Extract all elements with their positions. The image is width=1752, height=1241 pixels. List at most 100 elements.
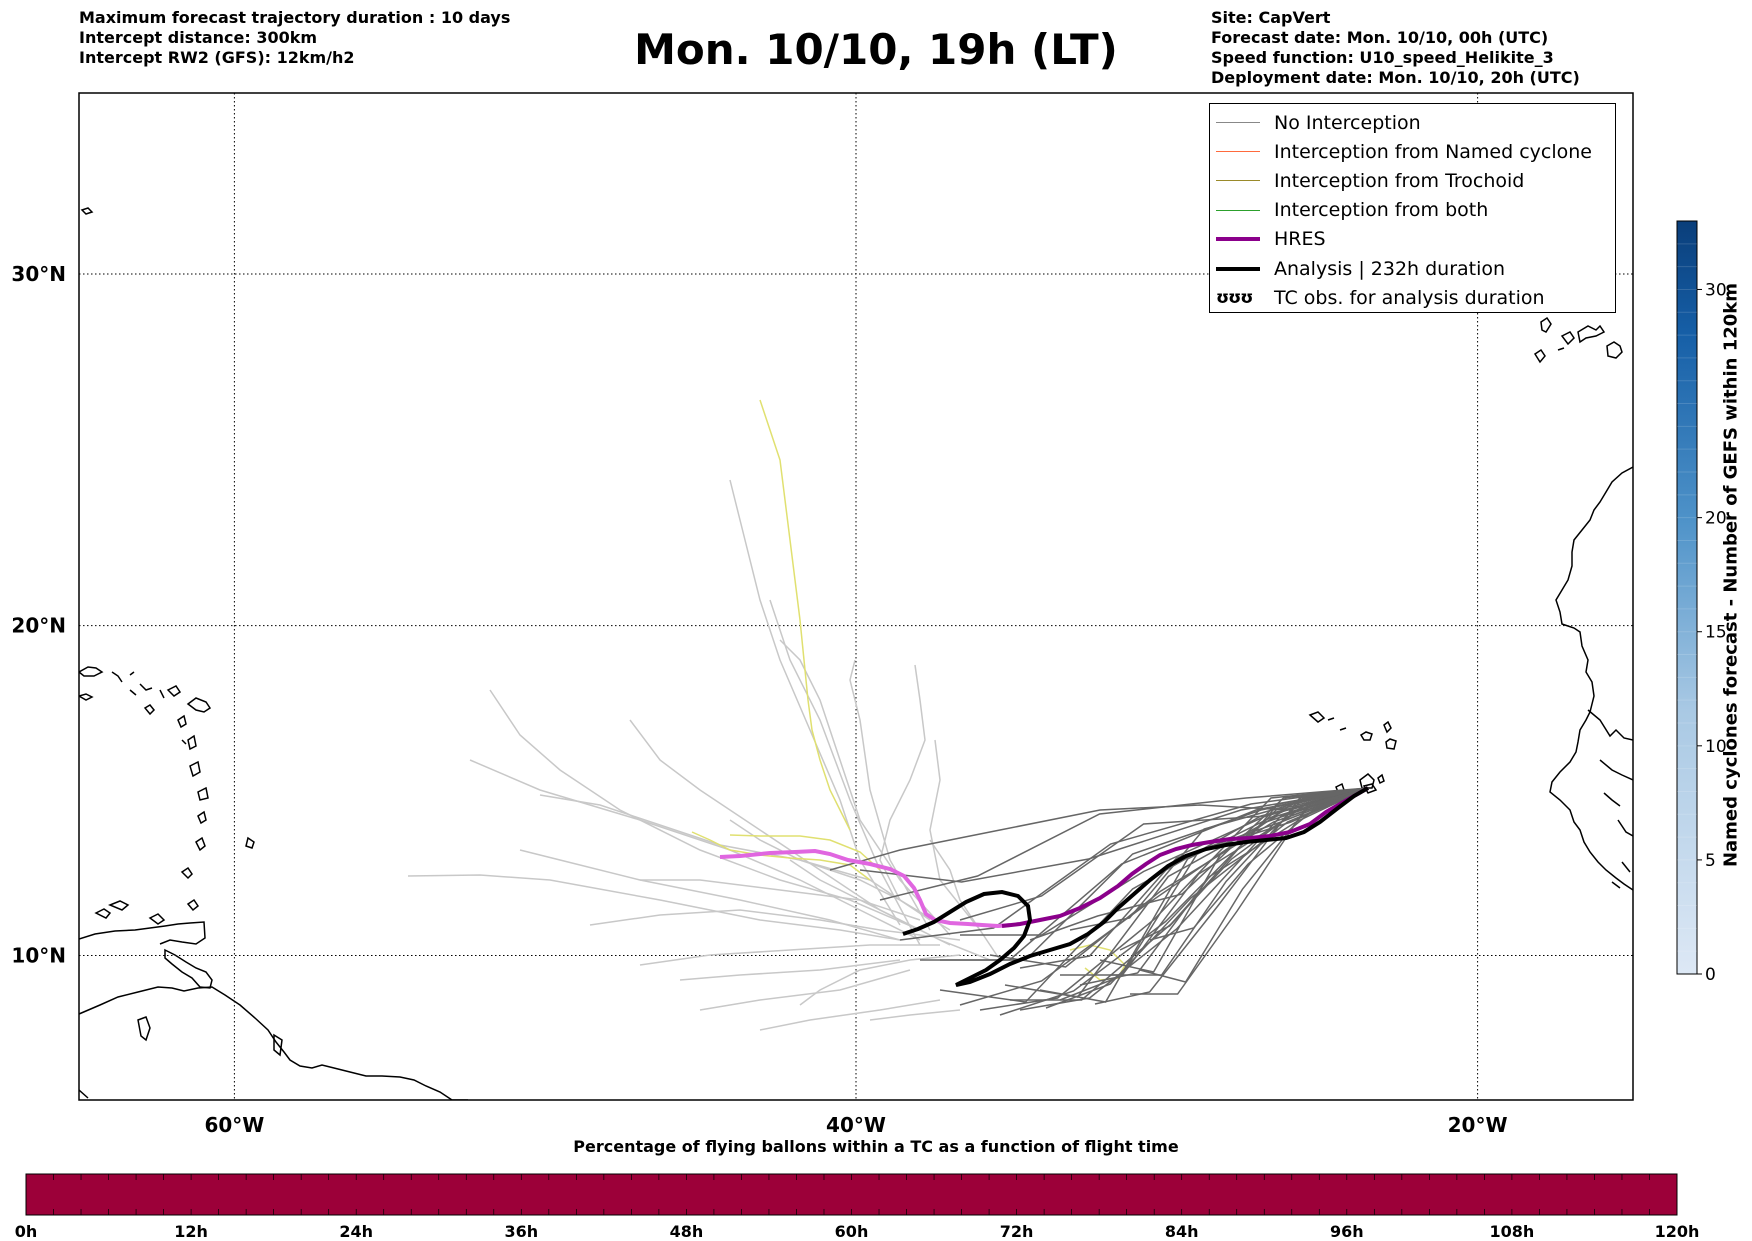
map-frame bbox=[78, 92, 1634, 1101]
flight-time-tick-label: 72h bbox=[1000, 1222, 1034, 1241]
ensemble-trajectory bbox=[859, 787, 1369, 883]
legend-item-both: Interception from both bbox=[1210, 196, 1615, 225]
ensemble-trajectory bbox=[779, 639, 951, 936]
colorbar-tick-label: 10 bbox=[1705, 737, 1727, 757]
legend-item-trochoid: Interception from Trochoid bbox=[1210, 166, 1615, 195]
flight-time-tick-label: 84h bbox=[1165, 1222, 1199, 1241]
param-intercept-rw2: Intercept RW2 (GFS): 12km/h2 bbox=[79, 48, 355, 67]
ensemble-trajectory bbox=[407, 874, 901, 941]
coastlines bbox=[79, 207, 1633, 1100]
ensemble-trajectory bbox=[640, 879, 921, 921]
latitude-labels: 30°N 20°N 10°N bbox=[11, 262, 66, 968]
longitude-labels: 60°W 40°W 20°W bbox=[204, 1113, 1507, 1137]
legend-swatch bbox=[1216, 180, 1260, 182]
legend-label: Interception from Named cyclone bbox=[1274, 140, 1592, 163]
lon-tick-label: 60°W bbox=[204, 1113, 264, 1137]
legend-swatch bbox=[1216, 209, 1260, 211]
ensemble-trajectory bbox=[759, 999, 941, 1031]
flight-time-tick-label: 0h bbox=[15, 1222, 38, 1241]
legend-swatch bbox=[1216, 266, 1260, 271]
flight-time-colorbar-fill bbox=[25, 1173, 1678, 1216]
flight-time-tick-label: 108h bbox=[1490, 1222, 1535, 1241]
flight-time-tick-label: 96h bbox=[1330, 1222, 1364, 1241]
ensemble-trajectory bbox=[769, 599, 921, 946]
site-name: Site: CapVert bbox=[1211, 8, 1331, 27]
ensemble-trajectory bbox=[979, 787, 1369, 1011]
param-intercept-distance: Intercept distance: 300km bbox=[79, 28, 318, 47]
legend-label: HRES bbox=[1274, 228, 1326, 251]
ensemble-trajectory bbox=[589, 909, 961, 941]
lat-tick-label: 10°N bbox=[11, 943, 66, 967]
ensemble-trajectory bbox=[869, 1009, 961, 1021]
forecast-date: Forecast date: Mon. 10/10, 00h (UTC) bbox=[1211, 28, 1549, 47]
flight-time-tick-label: 48h bbox=[670, 1222, 704, 1241]
legend-label: TC obs. for analysis duration bbox=[1274, 286, 1545, 309]
lon-tick-label: 20°W bbox=[1448, 1113, 1508, 1137]
param-max-duration: Maximum forecast trajectory duration : 1… bbox=[79, 8, 511, 27]
site-info: Site: CapVert Forecast date: Mon. 10/10,… bbox=[1211, 8, 1580, 88]
named-cyclones-colorbar: 0 5 10 15 20 30 bbox=[1676, 220, 1727, 985]
ensemble-trajectory bbox=[729, 834, 881, 871]
no-interception-trajectories bbox=[829, 787, 1369, 1016]
ensemble-trajectory bbox=[929, 839, 1001, 961]
ensemble-trajectory bbox=[829, 787, 1369, 871]
ensemble-trajectory bbox=[999, 787, 1369, 1016]
legend-label: Analysis | 232h duration bbox=[1274, 257, 1506, 280]
ensemble-trajectory bbox=[699, 969, 911, 1011]
ensemble-trajectory bbox=[639, 944, 940, 966]
ensemble-trajectory bbox=[929, 739, 981, 931]
colorbar-tick-label: 20 bbox=[1705, 509, 1727, 529]
legend-item-hres: HRES bbox=[1210, 225, 1615, 254]
flight-time-colorbar: 0h 12h 24h 36h 48h 60h 72h 84h 96h 108h 120h bbox=[15, 1173, 1700, 1241]
page-title: Mon. 10/10, 19h (LT) bbox=[634, 25, 1118, 74]
ensemble-trajectory bbox=[679, 959, 901, 981]
ensemble-trajectory bbox=[789, 859, 991, 961]
ensemble-trajectory bbox=[799, 954, 961, 1006]
legend-item-no-interception: No Interception bbox=[1210, 108, 1615, 137]
ensemble-trajectory bbox=[899, 787, 1369, 941]
colorbar-tick-label: 5 bbox=[1705, 851, 1716, 871]
forecast-parameters: Maximum forecast trajectory duration : 1… bbox=[79, 8, 510, 68]
legend-swatch bbox=[1216, 151, 1260, 153]
colorbar-tick-label: 15 bbox=[1705, 623, 1727, 643]
ensemble-trajectory bbox=[879, 787, 1369, 901]
legend-label: Interception from Trochoid bbox=[1274, 169, 1525, 192]
flight-time-tick-label: 24h bbox=[339, 1222, 373, 1241]
flight-time-tick-label: 36h bbox=[504, 1222, 538, 1241]
graticule bbox=[79, 93, 1633, 1100]
colorbar-tick-label: 30 bbox=[1705, 280, 1727, 300]
analysis-trajectory bbox=[902, 786, 1369, 987]
legend-swatch bbox=[1216, 122, 1260, 124]
deployment-date: Deployment date: Mon. 10/10, 20h (UTC) bbox=[1211, 68, 1580, 87]
colorbar-tick-label: 0 bbox=[1705, 965, 1716, 985]
hres-trajectory bbox=[1001, 786, 1369, 928]
legend-label: Interception from both bbox=[1274, 199, 1489, 222]
legend-label: No Interception bbox=[1274, 111, 1421, 134]
colorbar-title: Named cyclones forecast - Number of GEFS… bbox=[1720, 282, 1742, 868]
legend-item-analysis: Analysis | 232h duration bbox=[1210, 254, 1615, 283]
legend: No Interception Interception from Named … bbox=[1209, 103, 1616, 313]
flight-time-tick-label: 120h bbox=[1655, 1222, 1700, 1241]
speed-function: Speed function: U10_speed_Helikite_3 bbox=[1211, 48, 1554, 67]
ensemble-trajectory bbox=[879, 664, 951, 931]
ensemble-trajectory bbox=[1029, 787, 1369, 941]
ensemble-trajectory bbox=[1045, 787, 1369, 1009]
tc-symbol-icon: ʊʊʊ bbox=[1216, 287, 1253, 308]
ensemble-trajectory bbox=[691, 831, 871, 881]
legend-item-named-cyclone: Interception from Named cyclone bbox=[1210, 137, 1615, 166]
ensemble-trajectory bbox=[989, 787, 1369, 968]
hres-trajectory-early bbox=[719, 848, 1011, 929]
legend-swatch bbox=[1216, 237, 1260, 242]
ensemble-trajectory bbox=[729, 819, 901, 901]
legend-item-tc-obs: ʊʊʊ TC obs. for analysis duration bbox=[1210, 283, 1615, 312]
ensemble-trajectory bbox=[1019, 787, 1369, 969]
lon-tick-label: 40°W bbox=[826, 1113, 886, 1137]
lat-tick-label: 20°N bbox=[11, 614, 66, 638]
light-ensemble-trajectories bbox=[407, 479, 1001, 1031]
flight-time-tick-label: 12h bbox=[174, 1222, 208, 1241]
bottom-colorbar-title: Percentage of flying ballons within a TC… bbox=[573, 1137, 1179, 1156]
ensemble-trajectory bbox=[759, 399, 851, 831]
lat-tick-label: 30°N bbox=[11, 262, 66, 286]
flight-time-tick-label: 60h bbox=[835, 1222, 869, 1241]
ensemble-trajectory bbox=[1094, 787, 1369, 1005]
